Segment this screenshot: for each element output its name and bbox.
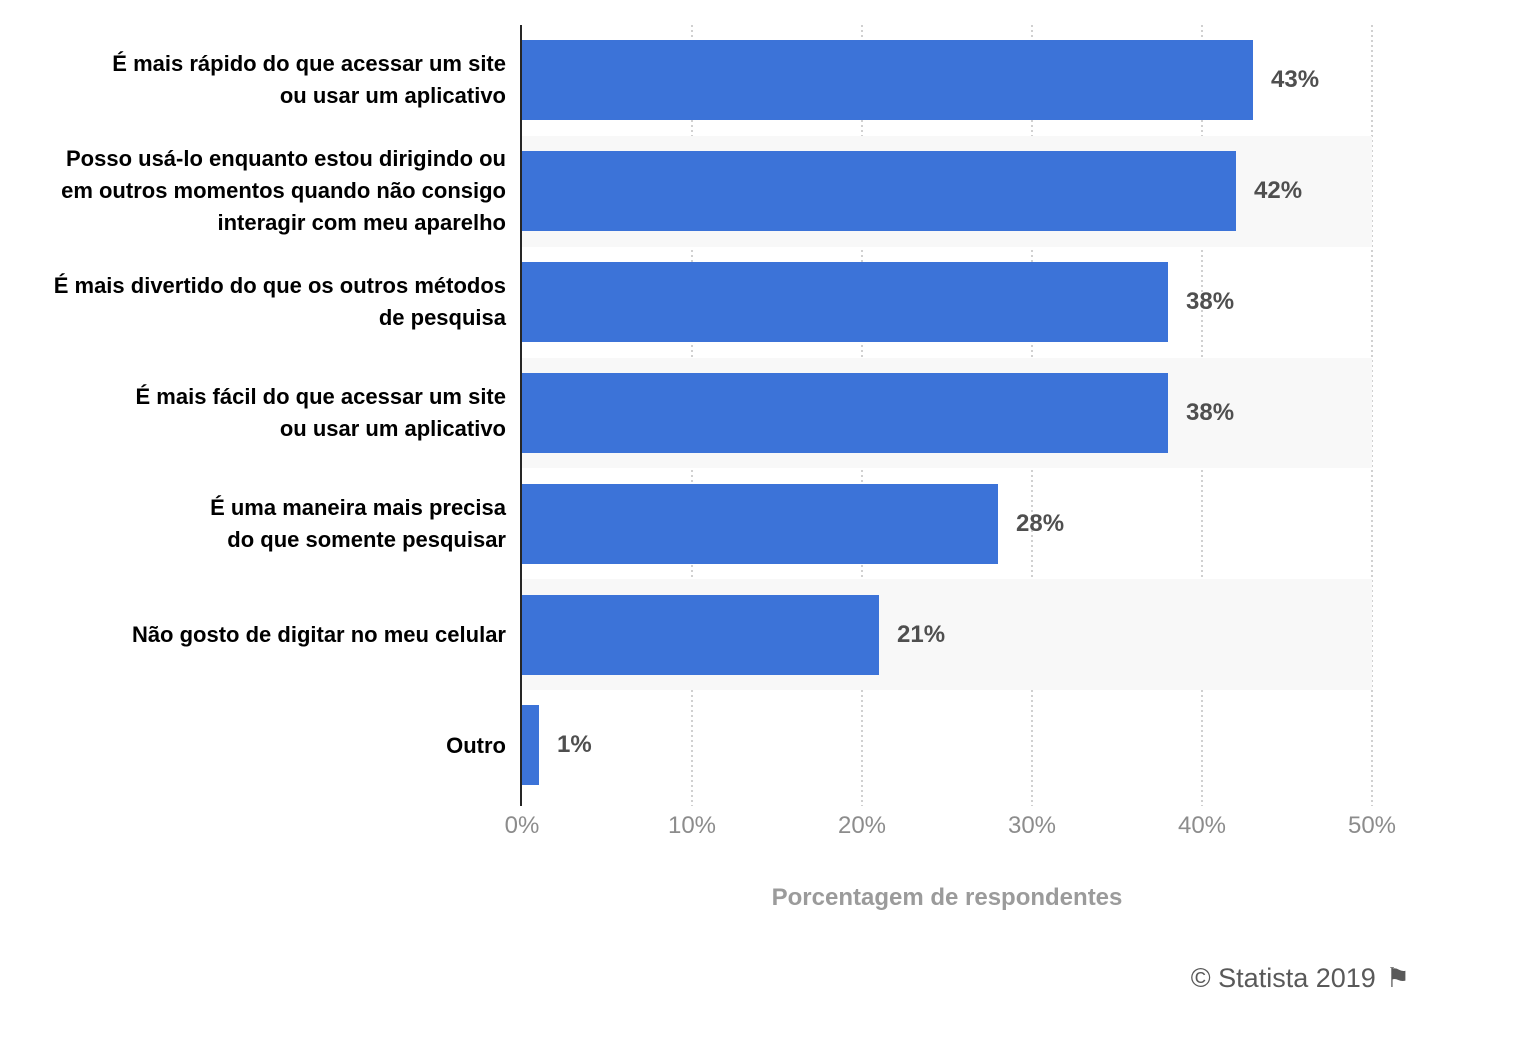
x-tick-label: 30% [1007, 812, 1057, 839]
category-label: É mais fácil do que acessar um site ou us… [135, 384, 507, 441]
category-label-row: É mais rápido do que acessar um site ou u… [0, 25, 506, 136]
category-label-row: Outro [0, 690, 506, 801]
category-label: Posso usá-lo enquanto estou dirigindo ou… [61, 146, 506, 236]
bar [522, 40, 1253, 121]
x-tick-label: 50% [1347, 812, 1397, 839]
x-tick-label: 0% [504, 812, 540, 839]
bar [522, 483, 998, 564]
x-axis-title: Porcentagem de respondentes [771, 884, 1123, 911]
x-axis-ticks: 0% 10% 20% 30% 40% 50% [505, 812, 1396, 842]
bar-value-label: 42% [1254, 177, 1303, 205]
category-label-row: Posso usá-lo enquanto estou dirigindo ou… [0, 136, 506, 247]
bar-value-label: 38% [1186, 398, 1235, 426]
gridline [1371, 25, 1373, 806]
bar-value-label: 38% [1186, 288, 1235, 316]
footer: © Statista 2019 ⚑ [1191, 963, 1410, 994]
bar [522, 151, 1236, 232]
bar [522, 594, 879, 675]
bar [522, 705, 539, 786]
category-label-row: Não gosto de digitar no meu celular [0, 579, 506, 690]
x-tick-label: 40% [1177, 812, 1227, 839]
chart-row: 43% [522, 25, 1372, 136]
plot-area: 43% 42% 38% 38% 28% 21% 1% [522, 25, 1373, 806]
chart-row: 38% [522, 247, 1372, 358]
copyright-text: © Statista 2019 [1190, 963, 1376, 993]
category-label: Outro [446, 732, 506, 758]
category-labels: É mais rápido do que acessar um site ou u… [0, 25, 506, 801]
bar-value-label: 1% [557, 731, 592, 759]
category-label-row: É uma maneira mais precisa do que somente… [0, 468, 506, 579]
bar [522, 372, 1168, 453]
category-label: É uma maneira mais precisa do que somente… [210, 494, 506, 552]
category-label: É mais divertido do que os outros método… [53, 273, 506, 331]
bar-value-label: 43% [1271, 66, 1320, 94]
category-label: Não gosto de digitar no meu celular [131, 621, 506, 647]
category-label-row: É mais divertido do que os outros método… [0, 247, 506, 358]
flag-icon: ⚑ [1385, 963, 1410, 993]
x-tick-label: 20% [837, 812, 887, 839]
x-tick-label: 10% [667, 812, 717, 839]
chart-row-banded: 42% [522, 135, 1372, 247]
chart-row: 28% [522, 468, 1372, 579]
bar-value-label: 28% [1016, 509, 1065, 537]
bar [522, 262, 1168, 343]
chart-row-banded: 21% [522, 579, 1372, 691]
category-label: É mais rápido do que acessar um site ou u… [112, 51, 506, 109]
category-label-row: É mais fácil do que acessar um site ou us… [0, 358, 507, 469]
chart-row-banded: 38% [522, 357, 1372, 469]
y-axis-line [520, 25, 522, 806]
bar-value-label: 21% [897, 620, 946, 648]
chart-row: 1% [522, 690, 1372, 801]
